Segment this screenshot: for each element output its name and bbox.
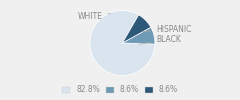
Wedge shape (90, 10, 155, 76)
Wedge shape (122, 27, 155, 44)
Legend: 82.8%, 8.6%, 8.6%: 82.8%, 8.6%, 8.6% (61, 85, 179, 95)
Text: BLACK: BLACK (139, 35, 181, 44)
Wedge shape (122, 15, 151, 43)
Text: HISPANIC: HISPANIC (143, 25, 192, 34)
Text: WHITE: WHITE (78, 12, 111, 21)
